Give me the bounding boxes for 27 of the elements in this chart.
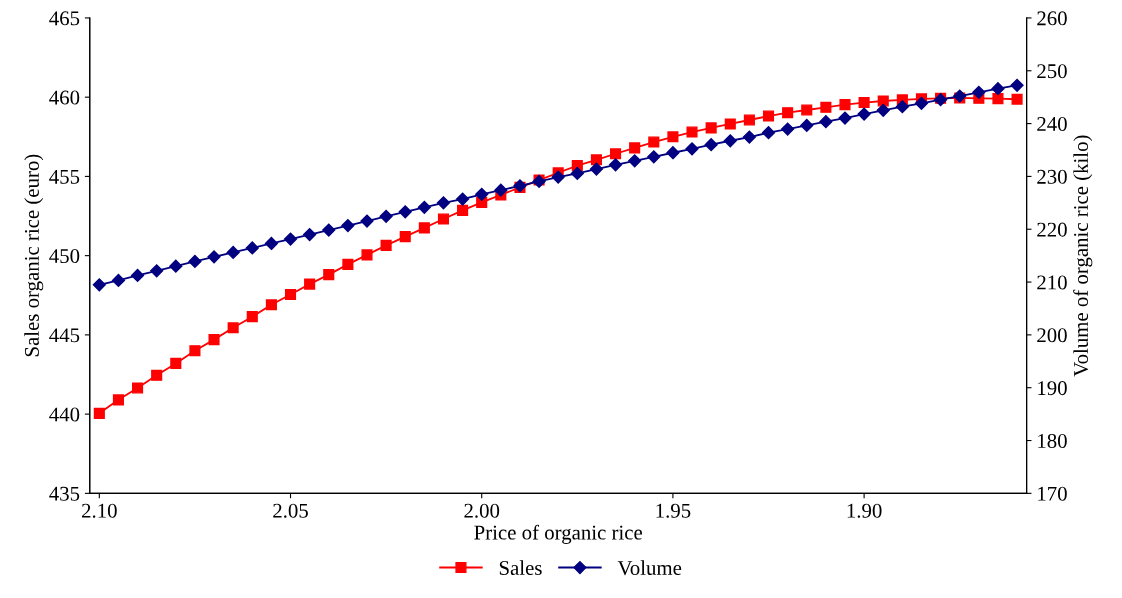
y2-tick-label: 220 [1037,222,1067,237]
y2-tick-label: 180 [1038,433,1067,448]
y2-axis-title: Volume of organic rice (kilo) [1073,135,1093,377]
x-tick-label: 2.10 [82,503,117,518]
y-tick-label: 445 [49,328,80,343]
y-tick-label: 440 [49,407,80,422]
x-tick-label: 2.00 [464,503,500,518]
legend-label: Volume [617,560,682,576]
y-axis-title: Sales organic rice (euro) [24,154,44,357]
y2-tick-label: 230 [1037,169,1067,184]
y2-tick-label: 170 [1038,486,1067,501]
x-tick-label: 1.95 [656,503,691,518]
y-tick-label: 435 [49,486,80,501]
y2-tick-label: 210 [1037,275,1067,290]
x-tick-label: 1.90 [847,503,882,518]
y-tick-label: 465 [49,11,80,26]
legend-label: Sales [499,560,542,576]
y2-tick-label: 250 [1037,64,1067,79]
y2-tick-label: 190 [1038,381,1067,396]
x-tick-label: 2.05 [273,503,308,518]
y-tick-label: 455 [49,169,80,184]
y2-tick-label: 260 [1037,11,1067,26]
y2-tick-label: 240 [1037,116,1067,132]
y-tick-label: 450 [49,249,80,264]
y-tick-label: 460 [49,90,80,105]
y2-tick-label: 200 [1037,328,1067,343]
x-axis-title: Price of organic rice [474,524,643,544]
